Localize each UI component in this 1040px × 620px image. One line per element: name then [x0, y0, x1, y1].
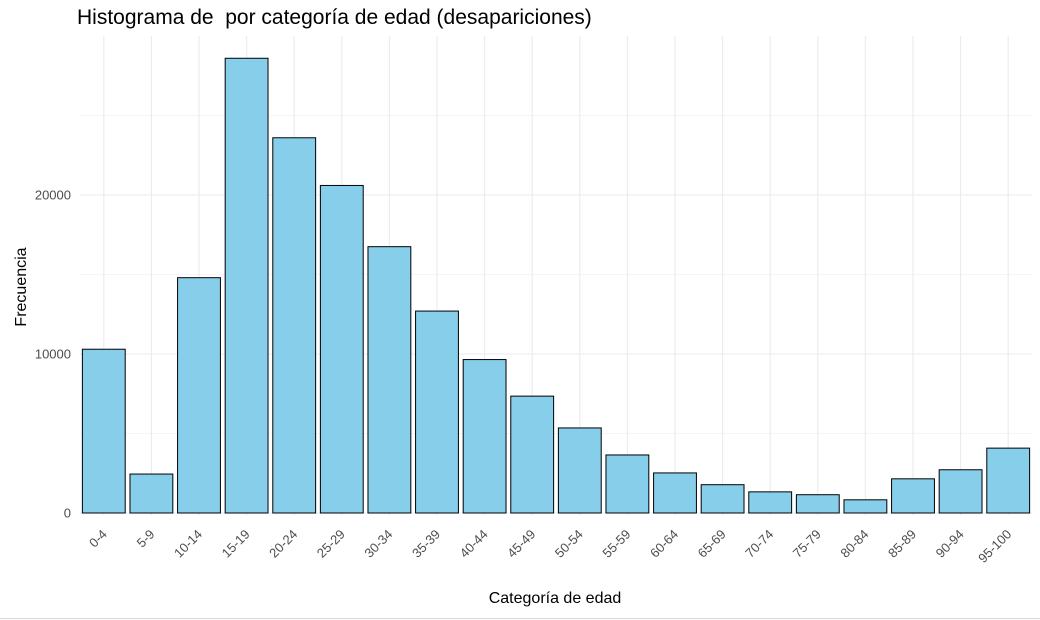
bar-5-9 — [129, 473, 174, 514]
bottom-divider — [0, 618, 1040, 619]
x-tick-label: 50-54 — [552, 527, 586, 561]
bar-45-49 — [510, 395, 555, 514]
bar-95-100 — [986, 447, 1031, 514]
bar-50-54 — [557, 427, 602, 514]
bar-80-84 — [843, 499, 888, 514]
bar-20-24 — [272, 137, 317, 514]
x-tick-label: 0-4 — [86, 527, 110, 551]
x-tick-label: 20-24 — [266, 527, 300, 561]
bar-40-44 — [462, 359, 507, 514]
x-tick-label: 90-94 — [933, 527, 967, 561]
bar-0-4 — [81, 348, 126, 514]
x-tick-label: 75-79 — [790, 527, 824, 561]
bar-25-29 — [319, 184, 364, 514]
x-tick-label: 60-64 — [647, 527, 681, 561]
bar-35-39 — [415, 310, 459, 514]
chart-title: Histograma de por categoría de edad (des… — [77, 6, 592, 29]
bar-15-19 — [224, 57, 269, 514]
x-tick-label: 80-84 — [837, 527, 871, 561]
bar-10-14 — [177, 277, 221, 514]
y-tick-label: 0 — [64, 506, 71, 521]
x-tick-label: 70-74 — [742, 527, 776, 561]
x-tick-label: 15-19 — [219, 527, 253, 561]
y-tick-label: 10000 — [35, 347, 71, 362]
x-tick-label: 55-59 — [599, 527, 633, 561]
bar-90-94 — [938, 469, 983, 514]
x-tick-label: 95-100 — [975, 527, 1014, 566]
bar-70-74 — [748, 491, 793, 514]
x-tick-label: 40-44 — [457, 527, 491, 561]
bar-85-89 — [891, 478, 935, 514]
bar-30-34 — [367, 246, 412, 514]
bar-65-69 — [700, 484, 745, 514]
x-tick-label: 25-29 — [314, 527, 348, 561]
x-tick-label: 35-39 — [409, 527, 443, 561]
bar-60-64 — [653, 472, 697, 514]
x-axis-label: Categoría de edad — [488, 590, 622, 607]
x-tick-label: 45-49 — [504, 527, 538, 561]
x-tick-label: 10-14 — [171, 527, 205, 561]
x-tick-label: 85-89 — [885, 527, 919, 561]
bar-75-79 — [795, 494, 840, 514]
x-tick-label: 65-69 — [695, 527, 729, 561]
y-tick-label: 20000 — [35, 188, 71, 203]
x-tick-label: 30-34 — [361, 527, 395, 561]
x-tick-label: 5-9 — [134, 527, 158, 551]
bar-55-59 — [605, 454, 650, 514]
